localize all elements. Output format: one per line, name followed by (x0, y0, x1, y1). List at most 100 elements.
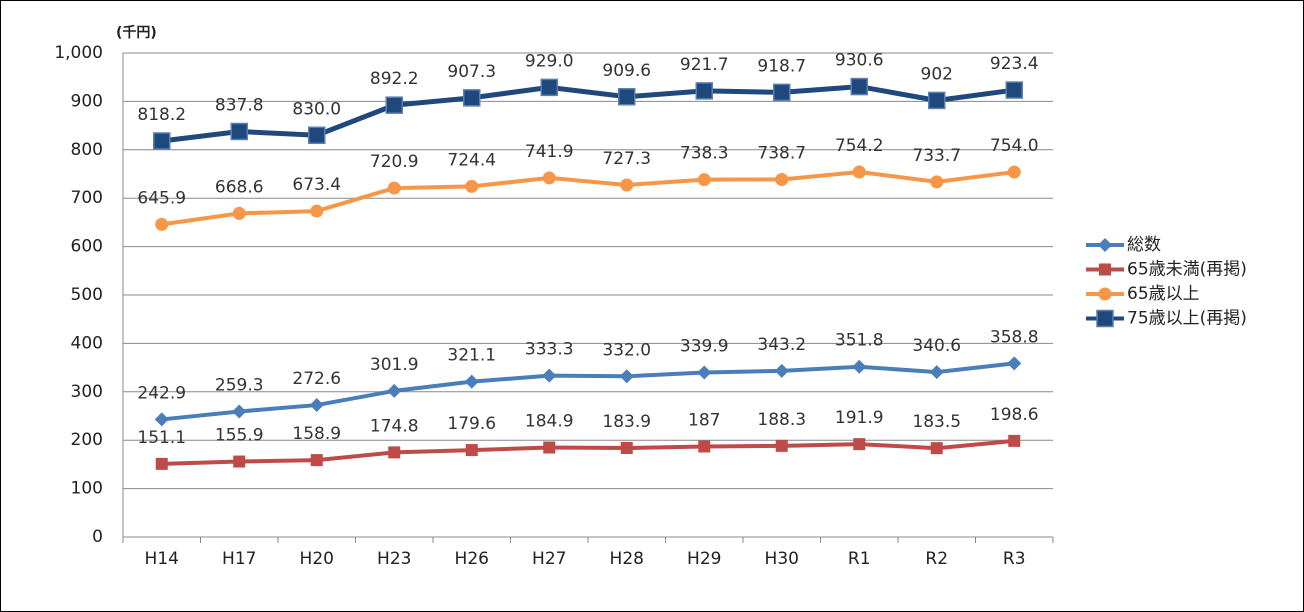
point (930, 442, 943, 455)
y-tick-label: 500 (71, 285, 103, 305)
point (620, 178, 634, 192)
data-label: 902 (921, 64, 953, 84)
legend-label: 75歳以上(再掲) (1127, 309, 1247, 329)
data-label: 727.3 (602, 149, 651, 169)
data-label: 909.6 (602, 61, 651, 81)
point (618, 88, 636, 106)
y-tick-label: 300 (71, 382, 103, 402)
data-label: 754.0 (990, 136, 1039, 156)
point (465, 444, 478, 457)
data-label: 321.1 (447, 346, 496, 366)
data-label: 358.8 (990, 327, 1039, 347)
data-label: 188.3 (757, 410, 806, 430)
data-label: 818.2 (137, 105, 186, 125)
y-tick-label: 800 (71, 140, 103, 160)
point (230, 122, 248, 141)
data-label: 929.0 (525, 51, 574, 71)
data-label: 340.6 (912, 336, 961, 356)
legend-label: 65歳以上 (1127, 284, 1200, 304)
point (1007, 356, 1022, 371)
point (309, 398, 324, 413)
data-label: 187 (688, 410, 720, 430)
x-tick-label: H26 (455, 549, 489, 569)
y-tick-label: 700 (71, 188, 103, 208)
y-axis-label: (千円) (116, 24, 157, 41)
point (387, 383, 402, 398)
y-tick-label: 1,000 (54, 43, 103, 63)
point (387, 181, 401, 195)
data-label: 733.7 (912, 146, 961, 166)
point (619, 369, 634, 384)
y-tick-label: 400 (71, 333, 103, 353)
point (388, 446, 401, 459)
point (775, 172, 789, 186)
point (929, 365, 944, 380)
data-label: 272.6 (292, 369, 341, 389)
point (153, 132, 171, 150)
x-tick-label: H28 (610, 549, 644, 569)
point (1008, 434, 1021, 447)
data-label: 907.3 (447, 62, 496, 82)
data-label: 183.5 (912, 412, 961, 432)
legend-marker (1098, 238, 1112, 252)
data-label: 343.2 (757, 335, 806, 355)
y-tick-label: 200 (71, 430, 103, 450)
data-label: 155.9 (215, 426, 264, 446)
data-label: 724.4 (447, 150, 496, 170)
data-label: 179.6 (447, 414, 496, 434)
data-label: 738.7 (757, 143, 806, 163)
data-label: 191.9 (835, 408, 884, 428)
point (852, 165, 866, 179)
y-tick-label: 600 (71, 237, 103, 257)
series-line (161, 438, 1015, 466)
data-label: 754.2 (835, 136, 884, 156)
point (853, 438, 866, 451)
series-line (161, 361, 1015, 422)
data-label: 332.0 (602, 340, 651, 360)
point (540, 78, 558, 97)
point (697, 173, 711, 187)
data-label: 930.6 (835, 51, 884, 71)
x-tick-label: H27 (532, 549, 566, 569)
y-tick-label: 0 (92, 527, 103, 547)
point (232, 206, 246, 220)
point (385, 96, 403, 114)
data-label: 198.6 (990, 405, 1039, 425)
y-tick-label: 900 (71, 91, 103, 111)
data-label: 174.8 (370, 416, 419, 436)
data-label: 837.8 (215, 96, 264, 116)
point (542, 171, 556, 185)
point (233, 455, 246, 468)
point (542, 368, 557, 383)
point (775, 439, 788, 452)
data-label: 184.9 (525, 412, 574, 432)
point (310, 454, 323, 467)
point (1005, 81, 1023, 99)
data-label: 918.7 (757, 56, 806, 76)
x-tick-label: H29 (687, 549, 721, 569)
legend-marker (1098, 287, 1112, 301)
point (155, 457, 168, 470)
point (1007, 165, 1021, 179)
point (698, 440, 711, 453)
point (543, 441, 556, 454)
x-tick-label: R3 (1003, 549, 1026, 569)
point (308, 126, 326, 145)
point (155, 217, 169, 231)
data-label: 339.9 (680, 336, 729, 356)
data-label: 158.9 (292, 424, 341, 444)
data-label: 183.9 (602, 412, 651, 432)
point (154, 412, 169, 427)
point (852, 359, 867, 374)
data-label: 892.2 (370, 69, 419, 89)
data-label: 720.9 (370, 152, 419, 172)
data-label: 645.9 (137, 188, 186, 208)
point (774, 363, 789, 378)
point (930, 175, 944, 189)
series-line (161, 169, 1015, 227)
data-label: 741.9 (525, 142, 574, 162)
point (465, 179, 479, 193)
data-label: 668.6 (215, 177, 264, 197)
